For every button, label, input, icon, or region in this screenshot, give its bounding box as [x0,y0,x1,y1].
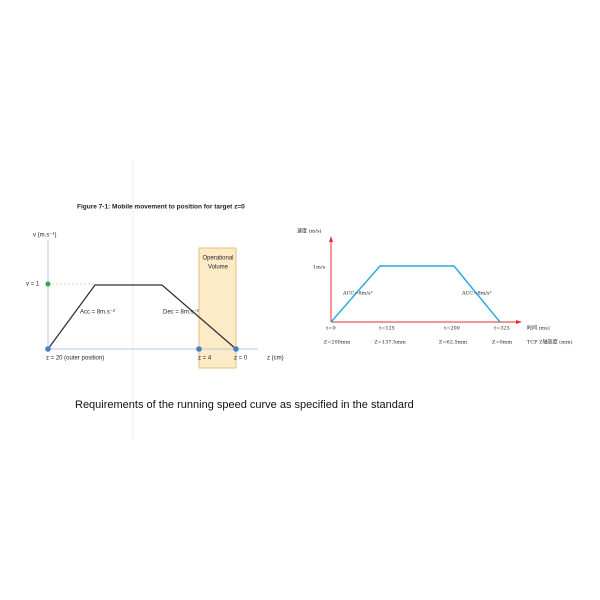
time-label: t=200 [444,326,460,332]
point [196,346,202,352]
speed-profile [47,284,237,350]
volume-label: Operational [202,256,233,262]
z-label: Z=0mm [492,340,513,346]
figure-title: Figure 7-1: Mobile movement to position … [77,204,245,211]
z-label: z = 20 (outer position) [46,356,104,362]
volume-label: Volume [208,265,229,271]
arrow [516,320,522,324]
v-label: v = 1 [26,282,40,288]
time-label: t=0 [326,326,335,332]
z-label: Z=200mm [324,340,351,346]
time-label: t=325 [494,326,510,332]
dec-label: ACC=8m/s² [461,291,492,297]
v-label: 1m/s [313,265,326,271]
acc-label: Acc = 8m.s⁻² [80,310,115,316]
point [45,346,51,352]
z-axis-label: TCP Z轴高度 (mm) [527,339,573,346]
arrow [329,236,333,242]
speed-profile [330,265,501,323]
time-axis-label: 时间 (ms) [527,325,550,332]
y-axis-label: 速度 (m/s) [297,228,322,235]
caption: Requirements of the running speed curve … [75,399,414,411]
acc-label: ACC=8m/s² [342,291,373,297]
point [233,346,239,352]
right-figure: 速度 (m/s) 1m/s ACC=8m/s² ACC=8m/s² t=0 t=… [297,228,573,346]
z-label: Z=62.5mm [439,340,468,346]
v-marker [45,281,51,287]
y-axis-label: v (m.s⁻¹) [33,233,57,239]
operational-volume [198,247,237,369]
z-label: Z=137.5mm [374,340,406,346]
dec-label: Dec = 8m.s⁻² [163,310,199,316]
left-figure: Figure 7-1: Mobile movement to position … [26,204,284,369]
z-label: z = 0 [234,356,248,362]
z-label: z = 4 [198,356,212,362]
time-label: t=125 [379,326,395,332]
x-axis-label: z (cm) [267,356,284,362]
